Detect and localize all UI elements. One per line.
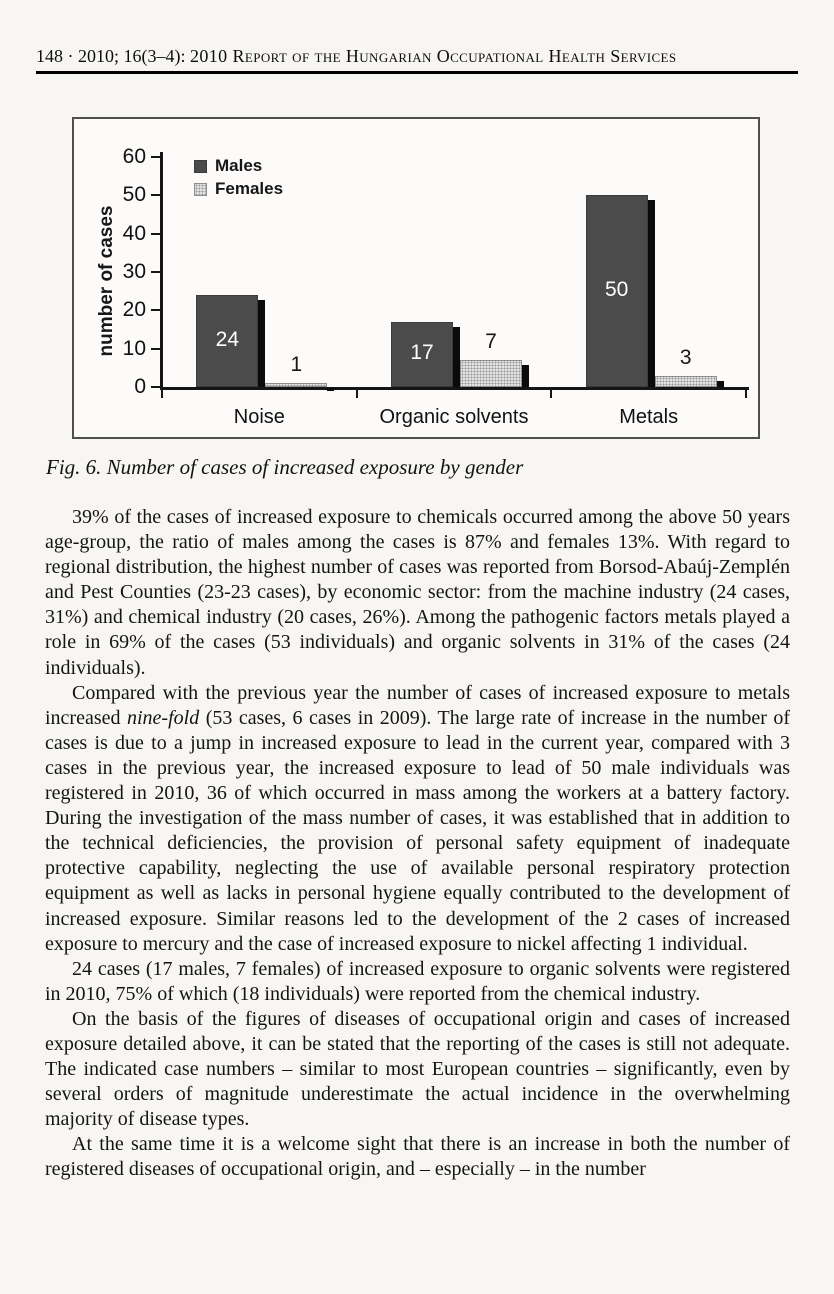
bar-value-label: 7: [485, 330, 497, 354]
body-text: 24 cases (17 males, 7 females) of increa…: [45, 957, 790, 1005]
paragraph: Compared with the previous year the numb…: [45, 681, 790, 957]
bar-shadow: [716, 380, 724, 387]
x-tick: [745, 387, 747, 398]
y-tick: [151, 194, 160, 197]
bar-females: [265, 383, 328, 387]
y-tick: [151, 386, 160, 388]
y-tick-label: 0: [134, 375, 146, 398]
figure-caption: Fig. 6. Number of cases of increased exp…: [46, 455, 524, 479]
bar-shadow: [453, 326, 460, 387]
y-tick: [151, 347, 160, 350]
y-tick: [151, 232, 160, 235]
y-tick-label: 50: [122, 183, 146, 207]
bar-shadow: [522, 365, 529, 387]
legend-swatch-females: [194, 183, 207, 196]
bar-value-label: 50: [604, 278, 629, 302]
legend-label: Males: [215, 156, 263, 175]
body-text: 39% of the cases of increased exposure t…: [45, 506, 790, 679]
legend-label: Females: [215, 179, 284, 198]
bar-females: [654, 375, 717, 387]
journal-title: 2010 Report of the Hungarian Occupationa…: [189, 46, 677, 66]
bar-shadow: [647, 200, 655, 387]
x-tick: [161, 387, 163, 398]
body-text: On the basis of the figures of diseases …: [45, 1007, 790, 1131]
header-rule: [36, 71, 798, 74]
bar-value-label: 3: [679, 345, 692, 369]
x-category-label: Organic solvents: [379, 406, 529, 428]
body-text: At the same time it is a welcome sight t…: [45, 1133, 790, 1181]
y-tick-label: 60: [122, 145, 146, 168]
bar-value-label: 1: [290, 353, 303, 377]
article-body: 39% of the cases of increased exposure t…: [45, 505, 790, 1183]
y-tick-label: 20: [122, 298, 146, 322]
body-text: Compared with the previous year the numb…: [45, 681, 790, 729]
paragraph: At the same time it is a welcome sight t…: [45, 1132, 790, 1182]
emphasized-text: nine-fold: [127, 706, 200, 729]
x-tick: [355, 387, 358, 398]
body-text: (53 cases, 6 cases in 2009). The large r…: [45, 706, 790, 955]
paragraph: 39% of the cases of increased exposure t…: [45, 505, 790, 681]
bar-value-label: 24: [215, 328, 239, 351]
y-tick: [151, 271, 160, 273]
x-category-label: Metals: [619, 406, 679, 428]
x-tick: [550, 387, 553, 398]
x-category-label: Noise: [233, 406, 285, 428]
y-tick-label: 40: [122, 221, 146, 245]
bar-males: [196, 295, 259, 387]
x-axis-line: [160, 387, 749, 390]
y-axis-title: number of cases: [96, 205, 117, 357]
bar-females: [460, 360, 522, 387]
legend-swatch-males: [194, 160, 207, 173]
paragraph: 24 cases (17 males, 7 females) of increa…: [45, 957, 790, 1007]
y-tick-label: 30: [122, 260, 146, 283]
paragraph: On the basis of the figures of diseases …: [45, 1007, 790, 1132]
running-header: 148 · 2010; 16(3–4): 2010 Report of the …: [36, 46, 798, 67]
bar-shadow: [258, 300, 266, 387]
y-tick-label: 10: [122, 336, 146, 360]
y-tick: [151, 156, 160, 158]
journal-reference: 148 · 2010; 16(3–4):: [36, 46, 186, 66]
bar-males: [585, 195, 648, 387]
y-tick: [151, 309, 160, 312]
bar-chart: 0 10 20 30 40 50 60 Noise Organic solvents Metals…: [72, 117, 760, 439]
y-axis-line: [160, 152, 163, 390]
bar-shadow: [327, 388, 335, 392]
bar-value-label: 17: [410, 341, 434, 365]
bar-males: [391, 321, 453, 387]
